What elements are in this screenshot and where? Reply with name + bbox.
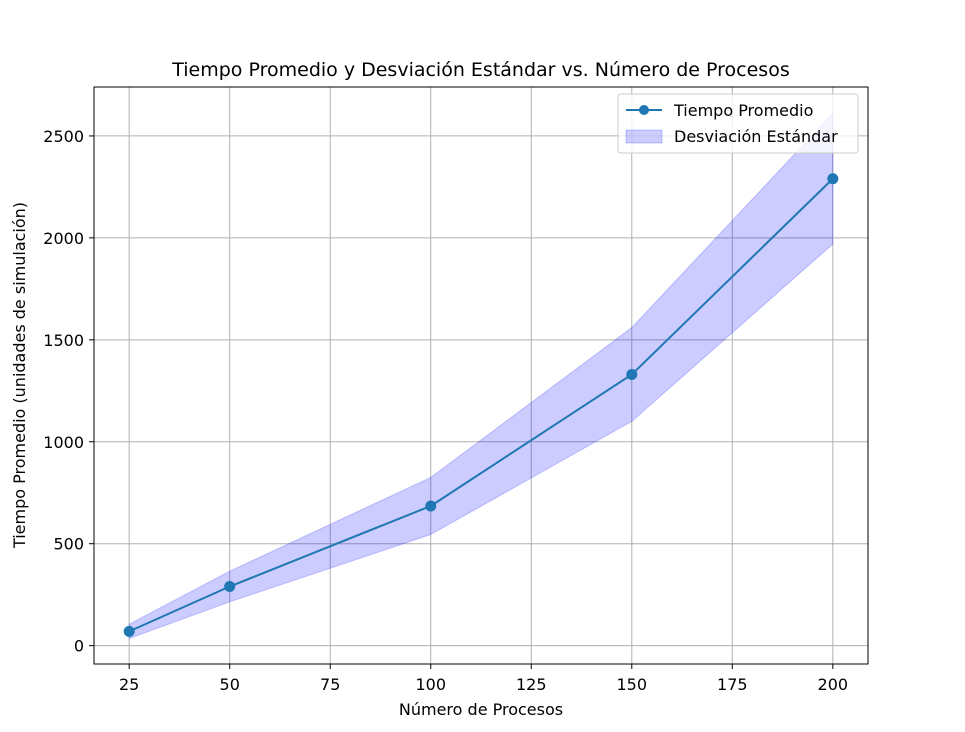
x-tick-label: 50 bbox=[220, 675, 240, 694]
x-tick-label: 75 bbox=[320, 675, 340, 694]
y-axis-title: Tiempo Promedio (unidades de simulación) bbox=[10, 202, 29, 549]
x-tick-label: 175 bbox=[717, 675, 748, 694]
y-tick-label: 2000 bbox=[43, 229, 84, 248]
x-axis-title: Número de Procesos bbox=[399, 700, 563, 719]
data-point bbox=[224, 581, 236, 593]
legend-label-band: Desviación Estándar bbox=[674, 127, 838, 146]
legend-marker-swatch bbox=[639, 105, 649, 115]
x-tick-label: 25 bbox=[119, 675, 139, 694]
std-dev-band-layer bbox=[128, 112, 834, 640]
plot-frame bbox=[93, 86, 869, 665]
plot-area bbox=[94, 87, 868, 664]
y-tick-label: 1500 bbox=[43, 331, 84, 350]
y-tick-label: 500 bbox=[53, 535, 84, 554]
x-tick-label: 125 bbox=[516, 675, 547, 694]
y-tick-label: 0 bbox=[74, 637, 84, 656]
data-point bbox=[123, 625, 135, 637]
x-ticks: 25 50 75 100 125 150 175 200 bbox=[119, 664, 848, 694]
data-point bbox=[626, 368, 638, 380]
y-ticks: 0 500 1000 1500 2000 2500 bbox=[43, 127, 94, 656]
x-tick-label: 150 bbox=[617, 675, 648, 694]
y-tick-label: 1000 bbox=[43, 433, 84, 452]
x-tick-label: 100 bbox=[415, 675, 446, 694]
data-point bbox=[827, 173, 839, 185]
legend-label-series: Tiempo Promedio bbox=[673, 101, 813, 120]
data-point bbox=[425, 500, 437, 512]
legend-band-swatch bbox=[625, 129, 663, 144]
legend: Tiempo Promedio Desviación Estándar bbox=[617, 93, 859, 154]
y-tick-label: 2500 bbox=[43, 127, 84, 146]
legend-frame bbox=[617, 93, 859, 154]
std-dev-band bbox=[128, 112, 834, 640]
chart-title: Tiempo Promedio y Desviación Estándar vs… bbox=[171, 59, 789, 81]
x-tick-label: 200 bbox=[818, 675, 849, 694]
series-marker-layer bbox=[123, 173, 839, 637]
